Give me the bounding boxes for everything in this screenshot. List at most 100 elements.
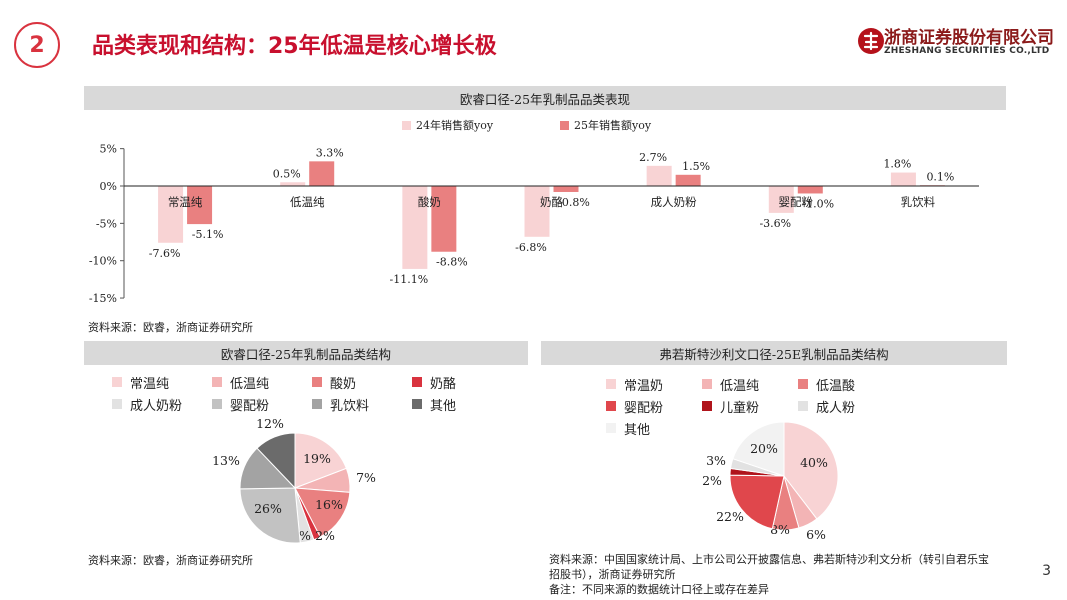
- y-tick-label: -5%: [96, 217, 117, 230]
- legend-label: 乳饮料: [330, 398, 370, 414]
- pie-slice: [732, 421, 785, 477]
- data-label: -1.0%: [802, 197, 834, 210]
- legend-label: 低温纯: [720, 378, 760, 394]
- pie-slice: [729, 474, 785, 530]
- bar-chart: 24年销售额yoy 25年销售额yoy 5% 0% -5% -10% -15% -7.6% -5…: [89, 118, 979, 305]
- legend-item: 婴配粉: [606, 395, 702, 417]
- pie-slice-label: 13%: [212, 453, 240, 468]
- legend-label: 低温酸: [816, 378, 856, 394]
- pie-chart-right: 40% 6% 8% 22% 2% 3% 20%: [702, 421, 839, 542]
- pie-slice: [783, 421, 839, 520]
- legend-label: 婴配粉: [624, 400, 664, 416]
- legend-swatch: [798, 401, 808, 411]
- bar-25: [675, 174, 701, 186]
- category-label: 常温纯: [168, 195, 203, 209]
- y-tick-label: 5%: [100, 143, 117, 156]
- category-label: 奶酪: [540, 195, 563, 209]
- legend-item: 低温酸: [798, 373, 894, 395]
- data-label: 2.7%: [639, 151, 667, 164]
- pie-slice-label: 40%: [800, 455, 828, 470]
- legend-swatch: [312, 377, 322, 387]
- legend-label: 奶酪: [430, 376, 457, 392]
- pie-slice: [294, 487, 351, 538]
- bar-25: [309, 161, 335, 186]
- legend-item: 婴配粉: [212, 393, 312, 415]
- category-label: 酸奶: [418, 195, 441, 209]
- legend-swatch: [112, 377, 122, 387]
- legend-swatch: [312, 399, 322, 409]
- category-label: 低温纯: [290, 195, 325, 209]
- legend-label: 低温纯: [230, 376, 270, 392]
- pie-slice-label: 2%: [315, 528, 335, 543]
- data-label: 0.5%: [273, 167, 301, 180]
- brand-name-cn: 浙商证券股份有限公司: [884, 28, 1054, 48]
- pie-slice-label: 8%: [770, 522, 790, 537]
- legend-label: 其他: [430, 398, 457, 414]
- legend-label: 成人奶粉: [130, 398, 183, 414]
- pie-chart-right-note: 备注：不同来源的数据统计口径上或存在差异: [549, 583, 769, 596]
- pie-chart-right-source: 资料来源：中国国家统计局、上市公司公开披露信息、弗若斯特沙利文分析（转引自君乐宝…: [549, 553, 989, 581]
- category-label: 乳饮料: [901, 195, 936, 209]
- bar-25: [797, 186, 823, 194]
- legend-item: 奶酪: [412, 371, 512, 393]
- pie-chart-left: 19%7%16%2%4%26%13%12%: [212, 416, 376, 544]
- legend-item: 儿童粉: [702, 395, 798, 417]
- legend-item: 成人奶粉: [112, 393, 212, 415]
- pie-slice-label: 19%: [303, 451, 331, 466]
- legend-label: 成人粉: [816, 400, 856, 416]
- y-tick-label: -15%: [89, 292, 117, 305]
- data-label: -7.6%: [149, 247, 181, 260]
- brand-name-en: ZHESHANG SECURITIES CO.,LTD: [884, 46, 1050, 56]
- pie-slice-label: 6%: [806, 527, 826, 542]
- legend-item: 乳饮料: [312, 393, 412, 415]
- legend-label: 儿童粉: [720, 400, 760, 416]
- legend-label: 常温奶: [624, 378, 664, 394]
- legend-swatch: [112, 399, 122, 409]
- legend-item: 酸奶: [312, 371, 412, 393]
- pie-slice: [294, 432, 348, 489]
- bar-chart-title: 欧睿口径-25年乳制品品类表现: [84, 86, 1006, 110]
- pie-slice-label: 12%: [256, 416, 284, 431]
- legend-label-24: 24年销售额yoy: [416, 118, 494, 132]
- legend-item: 其他: [606, 417, 702, 439]
- legend-item: 成人粉: [798, 395, 894, 417]
- brand-logo-icon: [858, 28, 884, 54]
- legend-item: 常温纯: [112, 371, 212, 393]
- legend-item: 低温纯: [212, 371, 312, 393]
- legend-swatch: [212, 377, 222, 387]
- category-label: 成人奶粉: [651, 195, 697, 209]
- legend-label: 常温纯: [130, 376, 170, 392]
- legend-swatch: [412, 377, 422, 387]
- pie-slice-label: 20%: [750, 441, 778, 456]
- category-label: 婴配粉: [779, 195, 814, 209]
- bar-24: [524, 186, 550, 237]
- legend-label: 酸奶: [330, 376, 357, 392]
- data-label: 0.1%: [926, 170, 954, 183]
- data-label: -8.8%: [436, 256, 468, 269]
- legend-swatch: [606, 401, 616, 411]
- legend-swatch: [606, 379, 616, 389]
- legend-label: 婴配粉: [230, 398, 270, 414]
- data-label: -11.1%: [390, 273, 429, 286]
- legend-swatch: [606, 423, 616, 433]
- pie-slice: [256, 432, 296, 490]
- pie-chart-left-source: 资料来源：欧睿，浙商证券研究所: [88, 554, 253, 567]
- data-label: -0.8%: [558, 196, 590, 209]
- legend-item: 低温纯: [702, 373, 798, 395]
- legend-label-25: 25年销售额yoy: [574, 118, 652, 132]
- bar-24: [280, 182, 306, 186]
- legend-swatch-24: [402, 121, 411, 130]
- data-label: 3.3%: [316, 146, 344, 159]
- pie-slice-label: 16%: [315, 497, 343, 512]
- pie-slice-label: 3%: [706, 453, 726, 468]
- pie-chart-right-legend: 常温奶 低温纯 低温酸婴配粉 儿童粉 成人粉其他: [606, 373, 986, 439]
- bar-25: [553, 186, 579, 192]
- pie-chart-left-title: 欧睿口径-25年乳制品品类结构: [84, 341, 528, 365]
- data-label: -5.1%: [192, 228, 224, 241]
- bar-24: [158, 186, 184, 243]
- pie-chart-right-title: 弗若斯特沙利文口径-25E乳制品品类结构: [541, 341, 1007, 365]
- bar-25: [187, 186, 213, 225]
- data-label: -6.8%: [515, 241, 547, 254]
- bar-chart-source: 资料来源：欧睿，浙商证券研究所: [88, 321, 253, 334]
- y-tick-label: -10%: [89, 255, 117, 268]
